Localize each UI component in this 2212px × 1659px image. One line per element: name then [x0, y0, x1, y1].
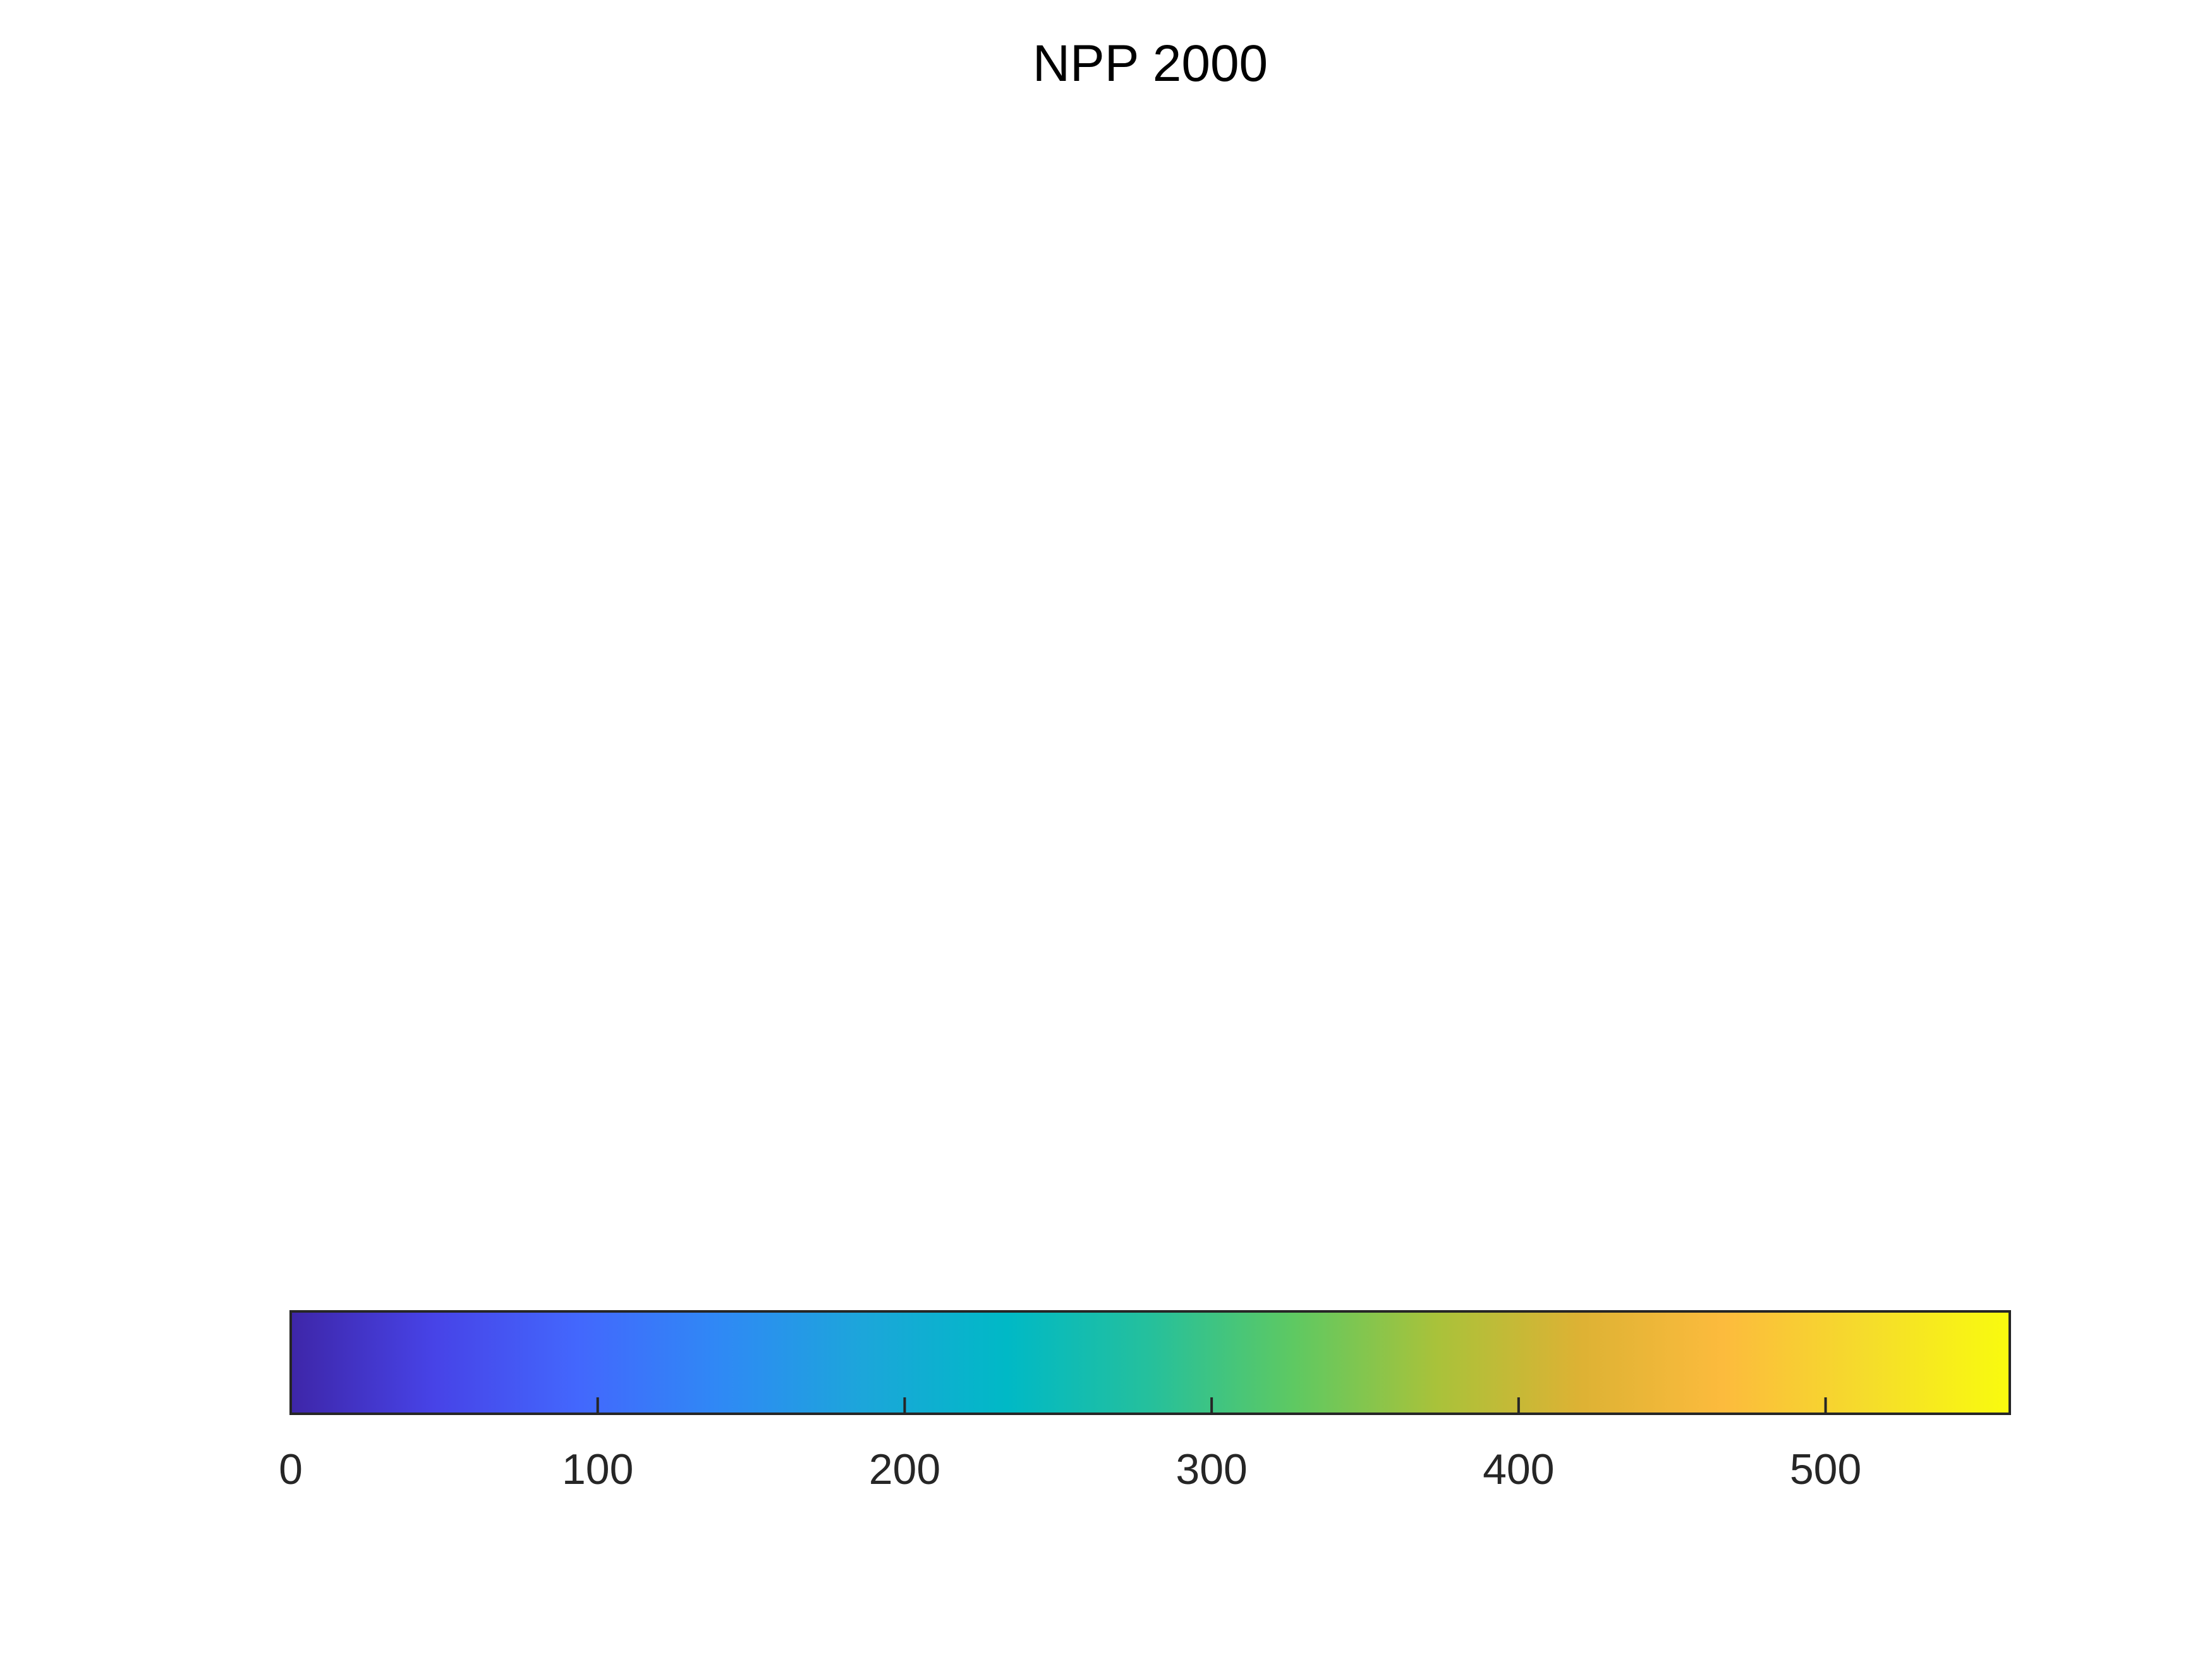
eastern-region-band-7	[1428, 417, 1631, 594]
chart-title: NPP 2000	[1033, 35, 1268, 92]
colorbar-tick-label: 200	[869, 1445, 940, 1493]
western-region	[379, 221, 1409, 1011]
colorbar-tick-label: 500	[1790, 1445, 1861, 1493]
colorbar-ticks: 0 100 200 300 400 500	[279, 1397, 1861, 1493]
colorbar-tick-label: 0	[279, 1445, 303, 1493]
western-region-band-7	[379, 329, 771, 581]
colorbar: 0 100 200 300 400 500	[279, 1310, 2011, 1493]
colorbar-gradient	[289, 1310, 2011, 1415]
colorbar-tick-label: 400	[1483, 1445, 1554, 1493]
colorbar-tick-label: 100	[562, 1445, 633, 1493]
eastern-region	[1416, 240, 1902, 942]
colorbar-tick-label: 300	[1176, 1445, 1247, 1493]
western-region-band-6	[1100, 714, 1277, 878]
npp-raster-map	[379, 221, 1902, 1011]
eastern-region-band-5	[1485, 689, 1738, 891]
eastern-region-band-6	[1687, 493, 1877, 683]
